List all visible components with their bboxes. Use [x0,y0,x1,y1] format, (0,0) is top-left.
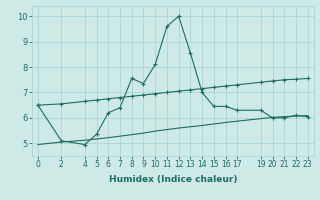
X-axis label: Humidex (Indice chaleur): Humidex (Indice chaleur) [108,175,237,184]
